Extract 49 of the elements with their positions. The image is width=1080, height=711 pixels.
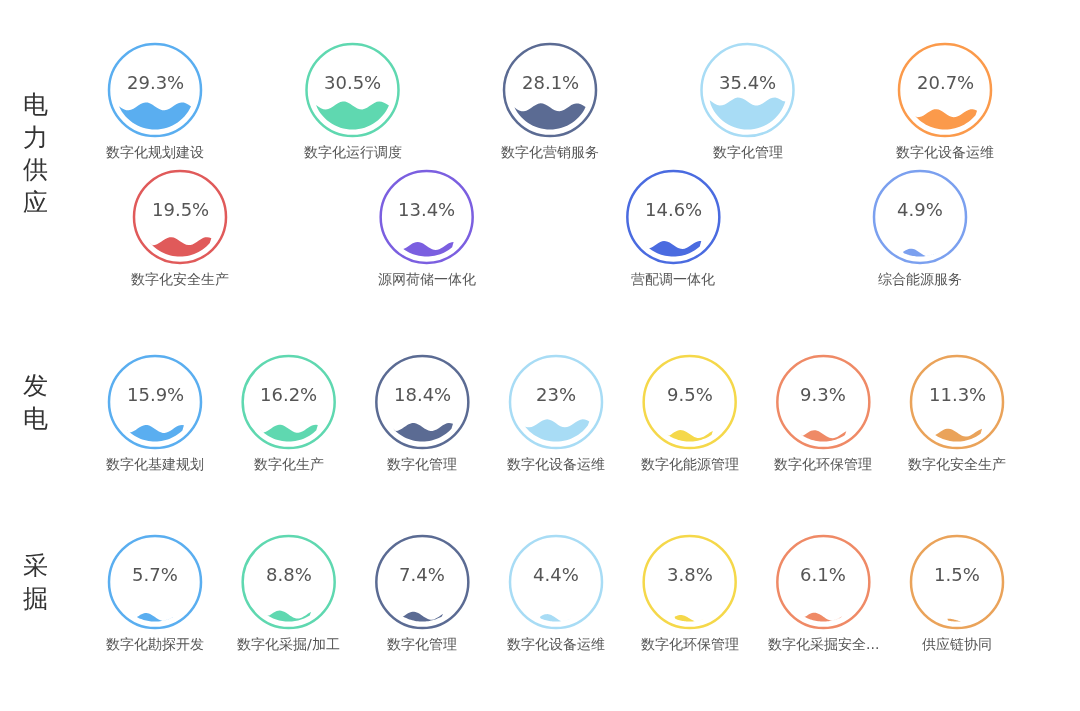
category-label: 数字化环保管理 xyxy=(774,456,872,472)
data-label: 4.9% xyxy=(897,199,943,220)
category-label: 数字化能源管理 xyxy=(641,456,739,472)
category-label: 数字化安全生产 xyxy=(131,271,229,287)
category-label: 源网荷储一体化 xyxy=(378,271,476,287)
data-label: 14.6% xyxy=(645,199,703,220)
data-label: 15.9% xyxy=(127,384,185,405)
data-label: 4.4% xyxy=(533,564,579,585)
category-label: 数字化运行调度 xyxy=(304,144,402,160)
data-label: 35.4% xyxy=(719,72,777,93)
data-label: 16.2% xyxy=(260,384,318,405)
category-label: 数字化基建规划 xyxy=(106,456,204,472)
category-label: 综合能源服务 xyxy=(878,271,962,287)
data-label: 28.1% xyxy=(522,72,580,93)
data-label: 29.3% xyxy=(127,72,185,93)
category-label: 数字化安全生产 xyxy=(908,456,1006,472)
category-label: 数字化环保管理 xyxy=(641,636,739,652)
category-label: 数字化规划建设 xyxy=(106,144,204,160)
data-label: 18.4% xyxy=(394,384,452,405)
category-label: 数字化管理 xyxy=(387,636,457,652)
data-label: 5.7% xyxy=(132,564,178,585)
category-label: 数字化设备运维 xyxy=(896,144,994,160)
category-label: 数字化管理 xyxy=(713,144,783,160)
data-label: 23% xyxy=(536,384,577,405)
text: 电力供应 xyxy=(23,90,48,217)
data-label: 11.3% xyxy=(929,384,987,405)
category-label: 数字化采掘/加工 xyxy=(237,636,340,652)
data-label: 20.7% xyxy=(917,72,975,93)
data-label: 1.5% xyxy=(934,564,980,585)
data-label: 19.5% xyxy=(152,199,210,220)
data-label: 6.1% xyxy=(800,564,846,585)
data-label: 7.4% xyxy=(399,564,445,585)
data-label: 3.8% xyxy=(667,564,713,585)
data-label: 9.3% xyxy=(800,384,846,405)
text: 采掘 xyxy=(23,551,48,613)
category-label: 数字化设备运维 xyxy=(507,636,605,652)
category-label: 营配调一体化 xyxy=(631,271,715,287)
text: 发电 xyxy=(23,371,48,433)
data-label: 8.8% xyxy=(266,564,312,585)
category-label: 数字化营销服务 xyxy=(501,144,599,160)
data-label: 30.5% xyxy=(324,72,382,93)
category-label: 数字化生产 xyxy=(254,456,324,472)
category-label: 数字化采掘安全... xyxy=(768,636,880,652)
data-label: 13.4% xyxy=(398,199,456,220)
category-label: 数字化管理 xyxy=(387,456,457,472)
category-label: 数字化设备运维 xyxy=(507,456,605,472)
category-label: 数字化勘探开发 xyxy=(106,636,204,652)
data-label: 9.5% xyxy=(667,384,713,405)
category-label: 供应链协同 xyxy=(922,636,992,652)
